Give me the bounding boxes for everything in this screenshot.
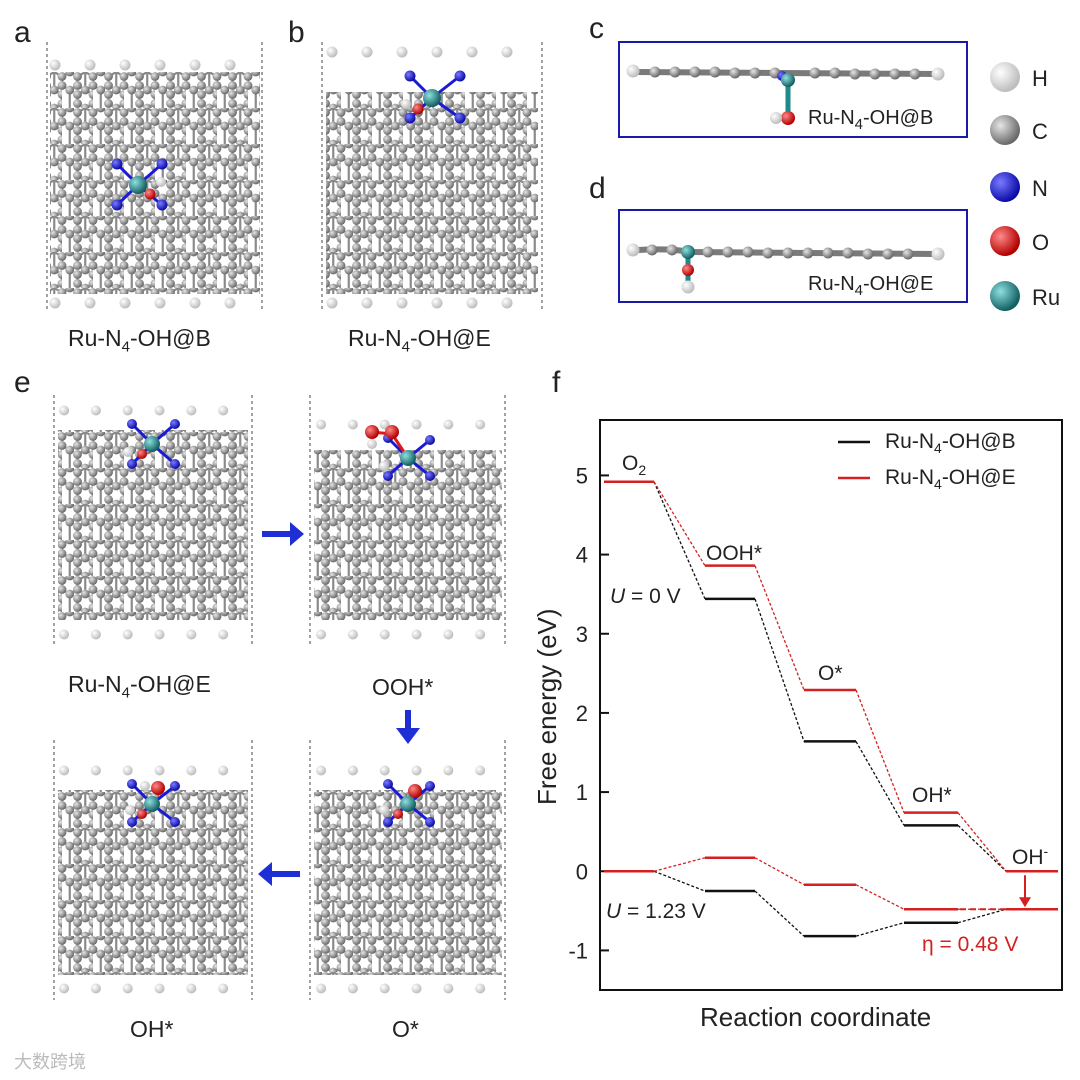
element-legend-spheres xyxy=(990,62,1020,311)
step-label-o2: O2 xyxy=(622,452,647,479)
legend-ru-label: Ru xyxy=(1032,285,1061,310)
connector-1-U123-1 xyxy=(754,857,805,886)
ru-n4-oh-site-a xyxy=(111,158,168,211)
step-arrows xyxy=(258,522,420,886)
connector-0-U123-2 xyxy=(855,922,905,937)
panel-label-a: a xyxy=(14,16,31,49)
side-view-c xyxy=(618,41,968,138)
legend-n-label: N xyxy=(1032,176,1048,201)
overpotential-arrow-head xyxy=(1019,897,1031,908)
annotation-eta: η = 0.48 V xyxy=(922,933,1019,956)
y-tick-label: 3 xyxy=(576,622,588,647)
chart-legend-black-label: Ru-N4-OH@B xyxy=(885,430,1016,457)
connector-1-U0-1 xyxy=(754,565,805,691)
step-label-o: O* xyxy=(818,662,843,685)
legend-c-label: C xyxy=(1032,119,1048,144)
connector-0-U123-1 xyxy=(754,890,805,937)
panel-label-d: d xyxy=(589,172,606,205)
caption-c: Ru-N4-OH@B xyxy=(808,107,934,133)
connector-0-U0-0 xyxy=(653,481,706,600)
legend-c-sphere xyxy=(990,115,1020,145)
caption-e2: OOH* xyxy=(372,674,434,700)
connector-1-U123-0 xyxy=(653,857,706,872)
caption-d: Ru-N4-OH@E xyxy=(808,273,934,299)
connector-1-U0-2 xyxy=(855,689,905,813)
graphene-sheet-b xyxy=(321,42,543,312)
graphene-sheet-e1 xyxy=(53,395,253,645)
arrow-down-icon xyxy=(396,710,420,744)
caption-e4: OH* xyxy=(130,1016,174,1042)
y-tick-label: 2 xyxy=(576,701,588,726)
legend-h-sphere xyxy=(990,62,1020,92)
connector-1-U123-2 xyxy=(855,884,905,910)
y-tick-label: 1 xyxy=(576,780,588,805)
annotation-u123: U = 1.23 V xyxy=(606,900,706,923)
connector-0-U123-3 xyxy=(957,908,1007,924)
legend-ru-sphere xyxy=(990,281,1020,311)
caption-a: Ru-N4-OH@B xyxy=(68,325,211,356)
connector-1-U0-0 xyxy=(653,481,706,567)
step-label-ooh: OOH* xyxy=(706,542,763,565)
y-tick-label: -1 xyxy=(568,938,588,963)
legend-o-label: O xyxy=(1032,230,1050,255)
plot-frame xyxy=(599,419,1063,991)
free-energy-chart: -1 0 1 2 3 4 5 xyxy=(568,419,1063,991)
graphene-sheet-e4 xyxy=(53,740,253,1000)
step-label-oh: OH* xyxy=(912,784,952,807)
connector-1-U0-3 xyxy=(957,812,1007,872)
y-tick-label: 4 xyxy=(576,543,588,568)
connector-0-U0-2 xyxy=(855,741,905,826)
y-tick-label: 5 xyxy=(576,463,588,488)
legend-n-sphere xyxy=(990,172,1020,202)
arrow-left-icon xyxy=(258,862,300,886)
graphene-sheet-e3 xyxy=(309,740,506,1000)
side-view-d xyxy=(618,209,968,303)
x-axis-label: Reaction coordinate xyxy=(700,1002,932,1032)
panel-label-f: f xyxy=(552,366,561,399)
graphene-sheet-e2 xyxy=(309,395,506,645)
legend-h-label: H xyxy=(1032,66,1048,91)
y-tick-label: 0 xyxy=(576,859,588,884)
watermark: 大数跨境 xyxy=(14,1052,86,1072)
legend-o-sphere xyxy=(990,226,1020,256)
panel-label-e: e xyxy=(14,366,31,399)
graphene-sheet-a xyxy=(46,42,263,312)
connector-0-U0-1 xyxy=(754,598,805,742)
arrow-right-icon xyxy=(262,522,304,546)
panel-label-c: c xyxy=(589,12,604,45)
connector-0-U0-3 xyxy=(957,824,1007,872)
step-label-oh-minus: OH- xyxy=(1012,843,1049,869)
panel-label-b: b xyxy=(288,16,305,49)
connector-0-U123-0 xyxy=(653,870,706,892)
ru-n4-oh-site-b xyxy=(401,70,466,124)
caption-e3: O* xyxy=(392,1016,419,1042)
y-axis-label: Free energy (eV) xyxy=(532,608,562,805)
annotation-u0: U = 0 V xyxy=(610,585,681,608)
caption-e1: Ru-N4-OH@E xyxy=(68,671,211,702)
chart-legend-red-label: Ru-N4-OH@E xyxy=(885,466,1016,493)
caption-b: Ru-N4-OH@E xyxy=(348,325,491,356)
